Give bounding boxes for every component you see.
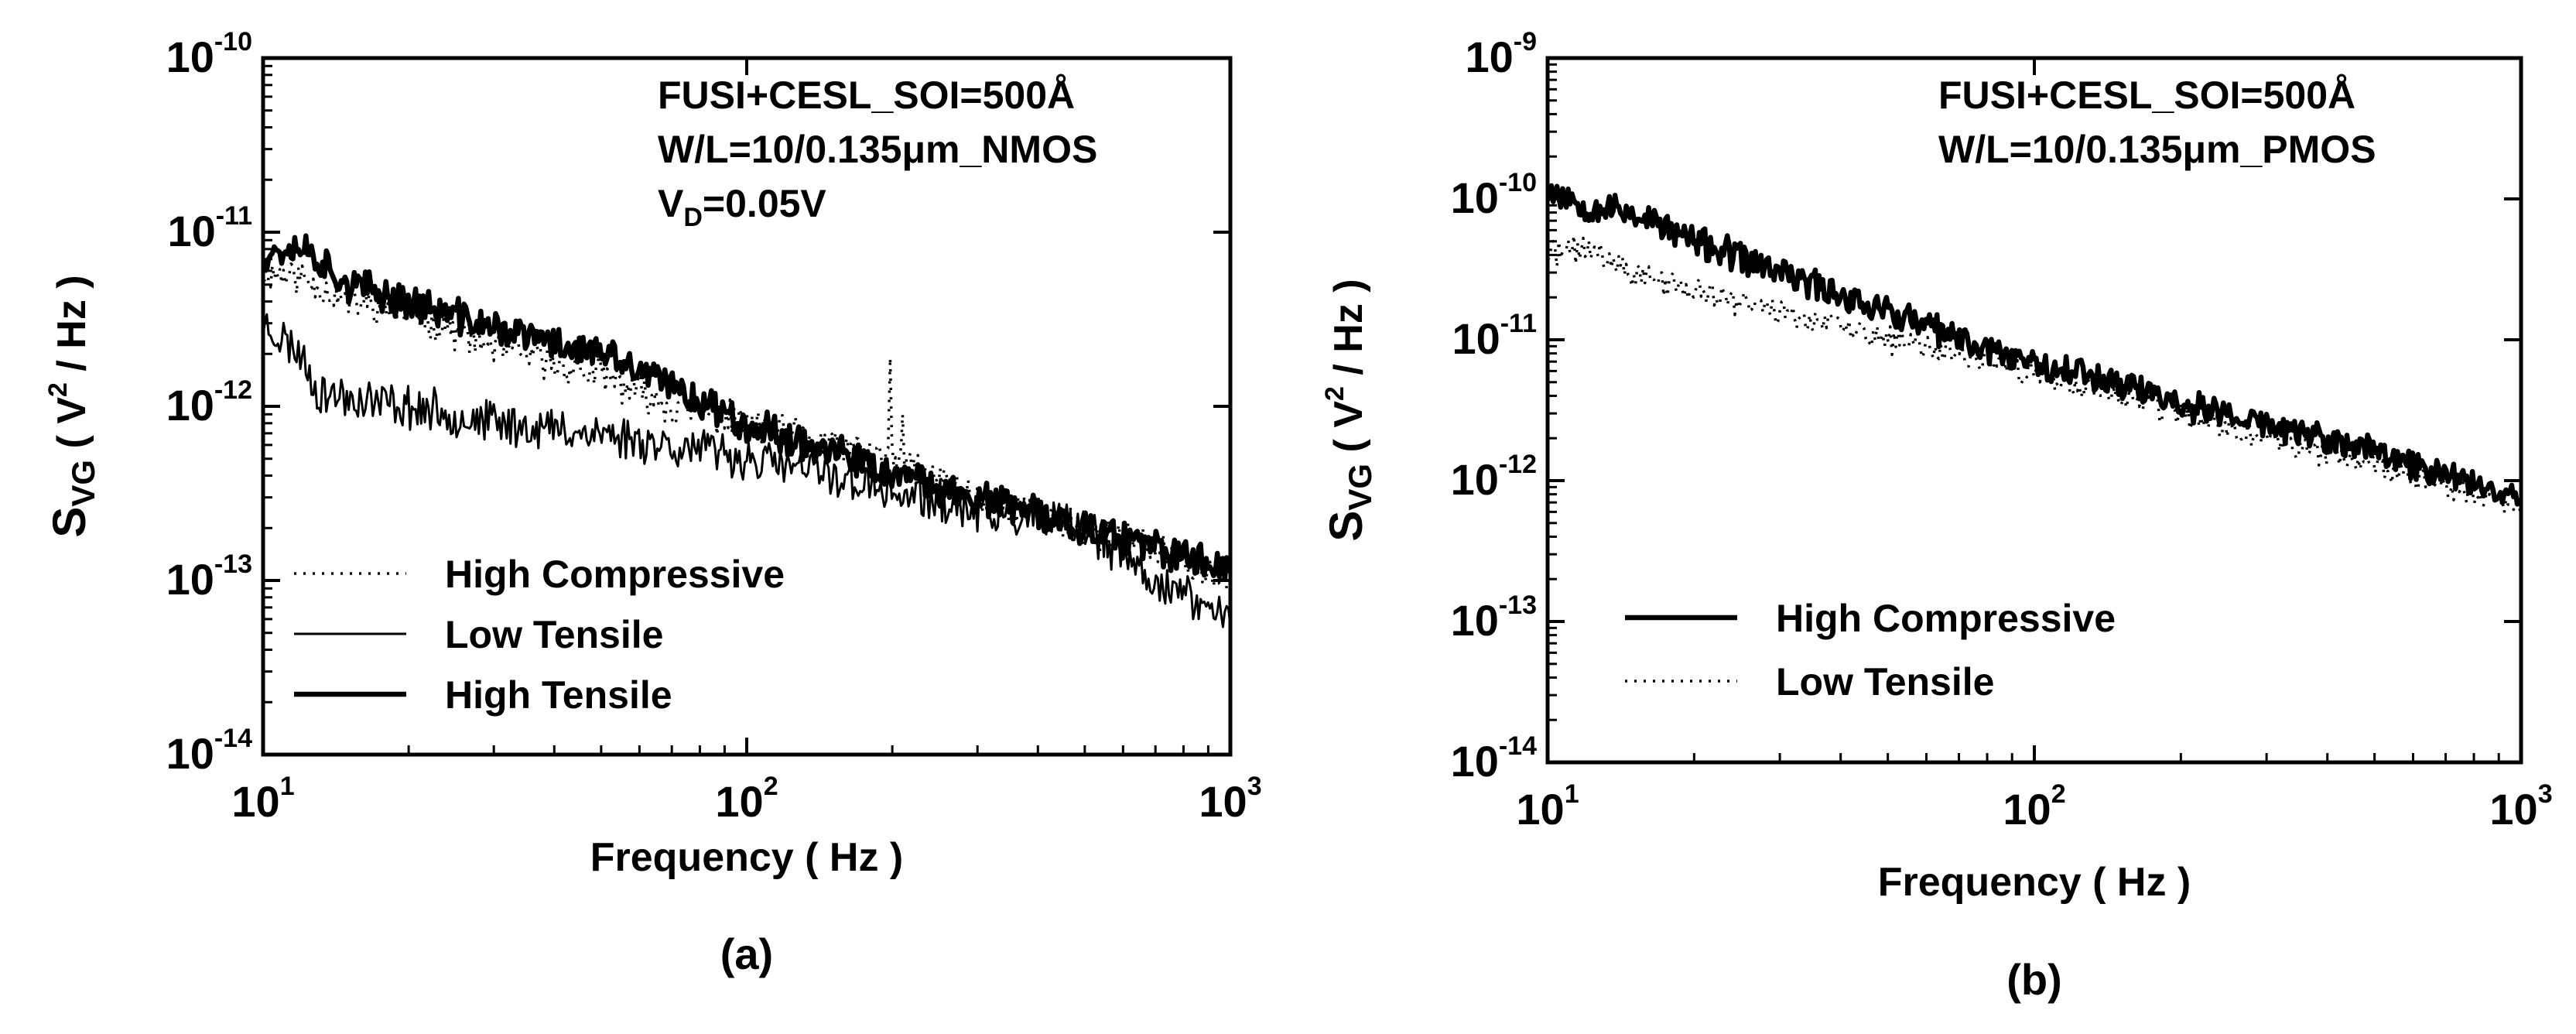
annotation-text: W/L=10/0.135μm_NMOS <box>658 128 1097 171</box>
y-tick-label: 10-13 <box>1451 591 1537 645</box>
y-tick-label: 10-14 <box>1451 731 1538 786</box>
annotation-text: FUSI+CESL_SOI=500Å <box>658 74 1075 117</box>
y-tick-label: 10-13 <box>166 550 252 604</box>
x-tick-label: 102 <box>715 772 778 826</box>
chart-a: 101 102 103 10-10 10-11 10-12 10-13 10-14 Freque… <box>43 27 1262 978</box>
x-tick-label: 103 <box>1199 772 1261 826</box>
chart-b: 101 102 103 10-9 10-10 10-11 10-12 10-13 10-14 Fr… <box>1320 27 2553 1004</box>
y-tick-label: 10-11 <box>167 201 252 255</box>
series-high-tensile-line <box>263 233 1230 582</box>
y-tick-label: 10-12 <box>1451 450 1537 504</box>
y-tick-label: 10-14 <box>166 724 253 778</box>
series-low-tensile-line <box>1548 233 2521 525</box>
annotation-text: VD=0.05V <box>658 182 826 232</box>
panel-label: (a) <box>720 930 773 978</box>
x-axis-label: Frequency ( Hz ) <box>1878 860 2191 905</box>
legend-label: High Tensile <box>445 673 672 717</box>
series-group <box>263 233 1230 628</box>
legend-label: High Compressive <box>445 553 785 596</box>
legend-label: Low Tensile <box>1776 660 1994 704</box>
x-tick-label: 101 <box>231 772 294 826</box>
y-tick-label: 10-10 <box>1451 168 1537 222</box>
legend: High Compressive Low Tensile High Tensile <box>294 553 785 717</box>
legend-label: Low Tensile <box>445 613 663 656</box>
panel-label: (b) <box>2006 955 2062 1004</box>
y-tick-label: 10-11 <box>1452 309 1537 363</box>
y-tick-label: 10-9 <box>1465 27 1537 81</box>
y-tick-label: 10-10 <box>166 27 252 81</box>
legend: High Compressive Low Tensile <box>1625 597 2116 704</box>
series-high-compressive-line <box>1548 183 2521 507</box>
x-axis-label: Frequency ( Hz ) <box>590 835 904 880</box>
series-low-tensile-line <box>263 313 1230 628</box>
y-axis-label: SVG ( V2 / Hz ) <box>43 275 101 537</box>
series-group <box>1548 183 2521 525</box>
annotation-text: W/L=10/0.135μm_PMOS <box>1938 128 2376 171</box>
legend-label: High Compressive <box>1776 597 2116 640</box>
y-tick-label: 10-12 <box>166 375 252 430</box>
annotation-text: FUSI+CESL_SOI=500Å <box>1938 74 2355 117</box>
x-tick-label: 102 <box>2003 779 2065 834</box>
y-axis-label: SVG ( V2 / Hz ) <box>1320 279 1378 541</box>
x-tick-label: 101 <box>1516 779 1579 834</box>
x-tick-label: 103 <box>2489 779 2552 834</box>
